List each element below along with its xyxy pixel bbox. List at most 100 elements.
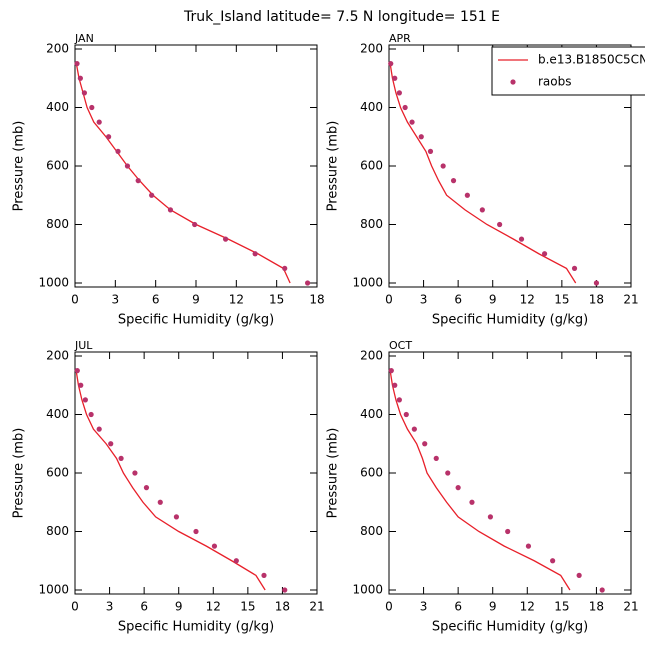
x-tick-label: 12 [520,293,535,307]
y-tick-label: 1000 [38,583,69,597]
x-tick-label: 18 [275,600,290,614]
x-tick-label: 3 [420,600,428,614]
y-tick-label: 400 [360,407,383,421]
x-tick-label: 21 [623,600,638,614]
x-tick-label: 6 [454,600,462,614]
obs-point [403,411,409,418]
x-tick-label: 12 [229,293,244,307]
y-tick-label: 1000 [352,583,383,597]
y-axis-label: Pressure (mb) [326,121,341,212]
x-tick-label: 0 [71,600,79,614]
x-tick-label: 9 [489,600,497,614]
obs-point [173,514,180,520]
x-tick-label: 6 [140,600,148,614]
obs-point [411,426,417,432]
x-tick-label: 6 [454,293,462,307]
obs-point [222,236,229,242]
obs-point [149,192,155,198]
y-tick-label: 600 [46,159,69,173]
obs-point [422,441,428,447]
x-tick-label: 12 [206,600,221,614]
y-axis-label: Pressure (mb) [12,121,27,212]
figure-title: Truk_Island latitude= 7.5 N longitude= 1… [183,9,500,25]
y-tick-label: 200 [46,349,69,363]
obs-point [143,485,150,491]
obs-point [479,207,485,213]
obs-point [418,134,424,140]
x-tick-label: 12 [520,600,535,614]
obs-point [304,280,311,286]
x-tick-label: 18 [589,600,604,614]
obs-point [388,61,394,67]
x-tick-label: 21 [623,293,638,307]
y-tick-label: 200 [46,42,69,56]
obs-point [450,178,457,184]
obs-point [282,265,288,271]
x-tick-label: 9 [489,293,497,307]
obs-point [593,280,600,286]
x-axis-label: Specific Humidity (g/kg) [432,620,588,635]
x-tick-label: 15 [554,293,569,307]
model-line [389,63,577,284]
x-tick-label: 0 [71,293,79,307]
legend-box [491,46,645,96]
y-tick-label: 800 [46,217,69,231]
x-tick-label: 21 [309,600,324,614]
y-tick-label: 600 [46,466,69,480]
y-tick-label: 600 [360,466,383,480]
panel-label: JAN [74,32,94,45]
obs-point [77,75,83,81]
x-axis-label: Specific Humidity (g/kg) [118,620,274,635]
obs-point [469,499,475,505]
obs-point [108,441,114,447]
x-axis-label: Specific Humidity (g/kg) [432,313,588,328]
x-tick-label: 6 [152,293,160,307]
obs-point [124,163,131,169]
obs-point [392,75,398,81]
x-tick-label: 15 [240,600,255,614]
obs-point [440,163,446,169]
obs-point [118,455,124,461]
y-tick-label: 600 [360,159,383,173]
obs-point [487,514,494,520]
y-tick-label: 200 [360,42,383,56]
y-tick-label: 400 [46,407,69,421]
obs-point [550,558,556,564]
legend-marker [510,79,516,85]
obs-point [433,455,439,461]
obs-point [211,543,218,549]
obs-point [192,221,198,228]
obs-point [576,572,582,578]
y-axis-label: Pressure (mb) [326,428,341,519]
obs-point [132,470,138,476]
obs-point [396,397,402,403]
x-tick-label: 18 [309,293,324,307]
x-tick-label: 0 [385,600,393,614]
obs-point [282,587,288,593]
obs-point [74,61,80,67]
obs-point [82,397,88,403]
y-tick-label: 1000 [38,276,69,290]
obs-point [445,470,451,476]
obs-point [497,221,503,228]
y-tick-label: 1000 [352,276,383,290]
model-line [389,370,571,591]
panel-label: OCT [389,339,412,352]
x-tick-label: 9 [175,600,183,614]
model-line [75,63,291,284]
y-tick-label: 800 [360,217,383,231]
plot-frame [74,351,318,595]
obs-point [464,192,470,198]
obs-point [74,368,80,374]
panel-label: APR [389,32,411,45]
obs-point [599,587,605,593]
obs-point [157,499,163,505]
obs-point [261,572,267,578]
obs-point [402,104,408,111]
legend-label: raobs [538,75,572,89]
obs-point [392,382,398,388]
obs-point [518,236,525,242]
obs-point [106,134,112,140]
y-tick-label: 400 [360,100,383,114]
y-tick-label: 400 [46,100,69,114]
